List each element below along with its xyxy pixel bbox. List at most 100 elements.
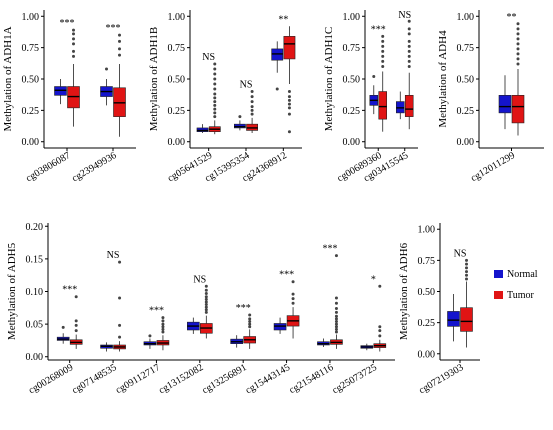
y-tick-label: 0.00: [418, 349, 436, 360]
outlier-point: [334, 310, 338, 314]
outlier-point: [213, 92, 217, 96]
outlier-point: [72, 49, 75, 53]
panel-adh1a: 0.00 0.25 0.50 0.75 1.00 Methylation of ADH1A…: [2, 10, 136, 184]
outlier-point: [287, 112, 291, 116]
panel-adh1c: 0.00 0.25 0.50 0.75 1.00 Methylation of ADH1C…: [323, 10, 418, 184]
outlier-point: [516, 62, 520, 66]
outlier-point: [250, 90, 254, 94]
significance-label: ***: [106, 23, 121, 34]
box-iqr: [404, 95, 414, 117]
outlier-point: [148, 334, 152, 338]
outlier-point: [372, 74, 376, 78]
y-axis-title: Methylation of ADH5: [6, 242, 18, 340]
outlier-point: [381, 49, 385, 53]
y-tick-label: 0.05: [26, 320, 44, 331]
outlier-point: [118, 33, 121, 37]
outlier-point: [72, 54, 75, 58]
significance-label: NS: [202, 52, 215, 63]
outlier-point: [291, 280, 295, 284]
outlier-point: [213, 115, 217, 119]
outlier-point: [213, 103, 217, 107]
outlier-point: [250, 95, 254, 99]
box-normal: [317, 338, 330, 347]
outlier-point: [204, 284, 208, 288]
box-normal: [100, 342, 113, 352]
y-axis-title: Methylation of ADH4: [437, 30, 449, 128]
significance-label: **: [278, 14, 288, 25]
significance-label: NS: [454, 248, 467, 259]
box-normal: [360, 343, 374, 351]
outlier-point: [204, 303, 208, 307]
outlier-point: [334, 314, 338, 318]
outlier-point: [407, 27, 411, 31]
box-normal: [273, 317, 287, 334]
outlier-point: [407, 59, 411, 63]
outlier-point: [213, 87, 217, 91]
y-tick-label: 0.50: [418, 287, 436, 298]
outlier-point: [250, 108, 254, 112]
y-tick-label: 0.25: [418, 318, 436, 329]
outlier-point: [161, 322, 165, 326]
box-tumor: [243, 313, 256, 349]
x-tick-label: cg12011299: [469, 150, 517, 184]
outlier-point: [287, 102, 291, 106]
y-tick-label: 0.00: [343, 137, 361, 148]
y-axis-title: Methylation of ADH1B: [148, 27, 160, 132]
outlier-point: [287, 98, 291, 102]
outlier-point: [465, 277, 468, 281]
y-tick-label: 0.15: [26, 254, 44, 265]
box-tumor: [378, 34, 387, 132]
outlier-point: [213, 96, 217, 100]
outlier-point: [516, 52, 520, 56]
box-normal: [100, 67, 113, 106]
outlier-point: [381, 54, 385, 58]
panel-adh4: 0.00 0.25 0.50 0.75 1.00 Methylation of ADH4 c…: [437, 10, 544, 184]
outlier-point: [248, 325, 252, 329]
outlier-point: [72, 32, 75, 36]
outlier-point: [407, 44, 411, 48]
legend: Normal Tumor: [494, 269, 538, 301]
y-tick-label: 1.00: [343, 12, 361, 23]
outlier-point: [161, 319, 165, 323]
outlier-point: [334, 330, 338, 334]
outlier-point: [74, 319, 78, 323]
y-axis-title: Methylation of ADH1A: [2, 26, 14, 131]
outlier-point: [465, 262, 468, 266]
y-tick-label: 0.75: [168, 43, 186, 54]
x-tick-label: cg03806087: [24, 150, 72, 184]
box-normal: [196, 124, 209, 133]
outlier-point: [516, 47, 520, 51]
outlier-point: [407, 64, 411, 68]
y-tick-label: 0.00: [22, 137, 40, 148]
box-normal: [447, 293, 460, 342]
panel-adh1b: 0.00 0.25 0.50 0.75 1.00 Methylation of ADH1B…: [148, 10, 302, 184]
outlier-point: [407, 54, 411, 58]
y-tick-label: 0.75: [418, 256, 436, 267]
outlier-point: [250, 112, 254, 116]
y-tick-label: 1.00: [168, 12, 186, 23]
outlier-point: [118, 47, 121, 51]
y-tick-label: 0.25: [168, 106, 186, 117]
outlier-point: [204, 310, 208, 314]
outlier-point: [161, 327, 165, 331]
outlier-point: [334, 325, 338, 329]
outlier-point: [204, 297, 208, 301]
y-tick-label: 0.75: [343, 43, 361, 54]
outlier-point: [248, 317, 252, 321]
legend-label-normal: Normal: [507, 269, 538, 280]
outlier-point: [378, 325, 382, 329]
outlier-point: [105, 67, 108, 71]
box-normal: [143, 334, 157, 349]
outlier-point: [407, 19, 411, 23]
outlier-point: [291, 301, 295, 305]
box-tumor: [404, 19, 414, 130]
outlier-point: [61, 325, 65, 329]
outlier-point: [378, 334, 382, 338]
significance-label: NS: [193, 274, 206, 285]
outlier-point: [381, 39, 385, 43]
y-tick-label: 0.50: [343, 75, 361, 86]
outlier-point: [287, 106, 291, 110]
y-tick-label: 0.75: [22, 43, 40, 54]
significance-label: ***: [60, 18, 75, 29]
box-tumor: [330, 254, 343, 349]
